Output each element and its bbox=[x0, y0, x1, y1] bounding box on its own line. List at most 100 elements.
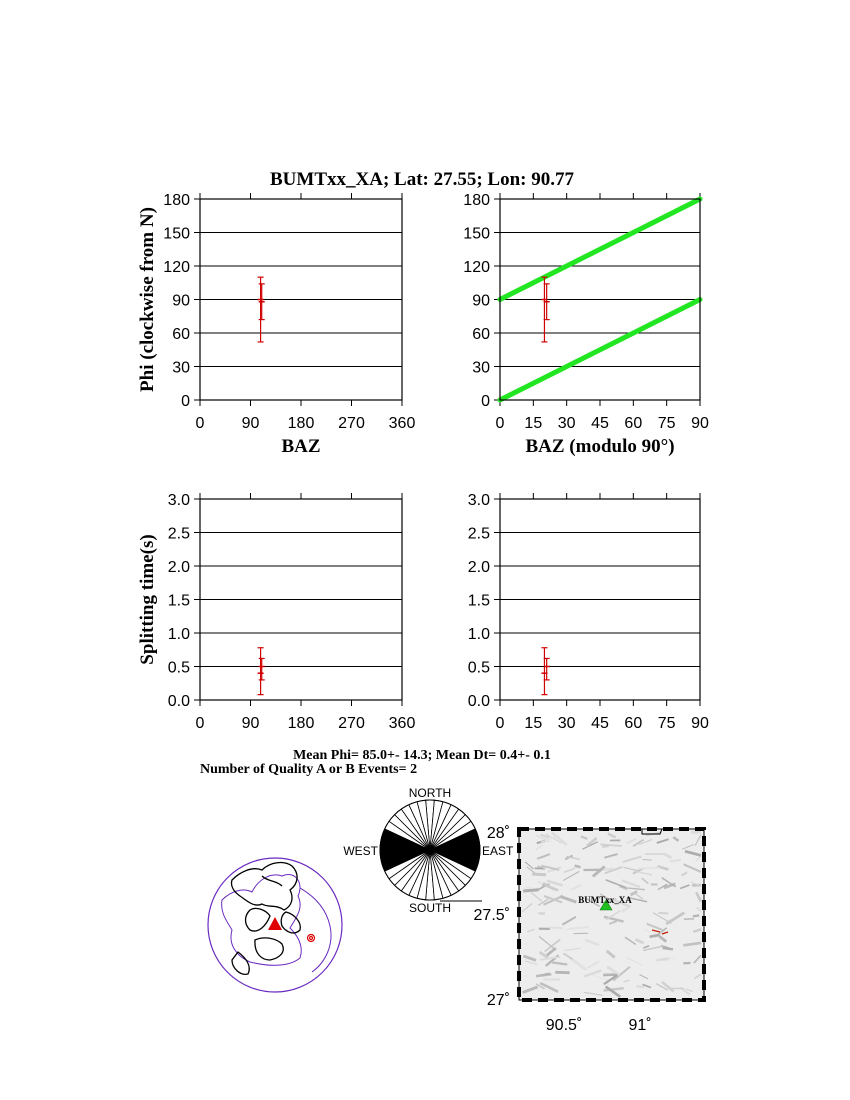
relief-stroke bbox=[612, 898, 631, 908]
relief-stroke bbox=[693, 973, 702, 980]
relief-stroke bbox=[532, 872, 547, 877]
x-tick-label: 75 bbox=[658, 415, 676, 432]
y-tick-label: 0 bbox=[481, 393, 490, 410]
relief-stroke bbox=[542, 882, 555, 891]
relief-stroke bbox=[522, 985, 539, 994]
relief-stroke bbox=[605, 949, 616, 959]
y-tick-label: 60 bbox=[472, 326, 490, 343]
plot-frame bbox=[199, 498, 403, 701]
relief-stroke bbox=[605, 910, 621, 921]
relief-stroke bbox=[603, 987, 624, 992]
relief-stroke bbox=[672, 836, 680, 842]
relief-stroke bbox=[655, 983, 668, 991]
plot-frame bbox=[199, 198, 403, 401]
lon-tick-91: 91˚ bbox=[628, 1017, 651, 1034]
relief-stroke bbox=[665, 911, 686, 926]
regional-map: BUMTxx_XA 28˚ 27.5˚ 27˚ 90.5˚ 91˚ bbox=[474, 825, 706, 1034]
relief-stroke bbox=[663, 882, 676, 890]
relief-stroke bbox=[561, 915, 577, 926]
y-tick-label: 180 bbox=[463, 192, 490, 209]
relief-stroke bbox=[538, 911, 546, 915]
relief-stroke bbox=[680, 871, 688, 877]
relief-stroke bbox=[604, 853, 618, 859]
relief-stroke bbox=[523, 954, 537, 962]
rose-label-north: NORTH bbox=[409, 786, 451, 800]
rose-label-south: SOUTH bbox=[409, 901, 451, 915]
relief-stroke bbox=[539, 972, 550, 977]
relief-stroke bbox=[537, 898, 549, 906]
relief-stroke bbox=[584, 938, 600, 947]
y-tick-label: 2.5 bbox=[168, 526, 190, 543]
plot-frame bbox=[499, 498, 701, 701]
relief-stroke bbox=[550, 831, 568, 846]
map-frame-inner bbox=[518, 828, 705, 1001]
station-label: BUMTxx_XA bbox=[578, 895, 632, 905]
globe-map bbox=[207, 857, 343, 993]
relief-stroke bbox=[536, 834, 550, 843]
relief-stroke bbox=[585, 897, 601, 908]
y-tick-label: 3.0 bbox=[468, 492, 490, 509]
relief-stroke bbox=[646, 922, 664, 932]
x-tick-label: 90 bbox=[691, 415, 709, 432]
relief-stroke bbox=[695, 891, 703, 903]
y-axis-label: Phi (clockwise from N) bbox=[137, 207, 158, 392]
x-tick-label: 75 bbox=[658, 715, 676, 732]
globe-plate-boundaries bbox=[221, 874, 332, 973]
relief-stroke bbox=[603, 915, 624, 923]
y-tick-label: 180 bbox=[163, 192, 190, 209]
x-tick-label: 360 bbox=[389, 715, 416, 732]
relief-stroke bbox=[524, 960, 538, 966]
relief-stroke bbox=[574, 864, 581, 869]
x-tick-label: 360 bbox=[389, 415, 416, 432]
relief-stroke bbox=[626, 837, 637, 844]
relief-stroke bbox=[622, 855, 642, 864]
x-tick-label: 0 bbox=[496, 415, 505, 432]
y-tick-label: 2.0 bbox=[168, 559, 190, 576]
relief-stroke bbox=[685, 988, 693, 993]
relief-stroke bbox=[552, 961, 568, 966]
plot-dt-vs-baz-mod90: 0.0 0.5 1.0 1.5 2.0 2.5 3.0 0 15 30 45 60 75 90 bbox=[468, 492, 709, 732]
relief-stroke bbox=[599, 893, 614, 903]
globe-coastlines bbox=[230, 861, 301, 975]
relief-stroke bbox=[540, 854, 549, 859]
relief-stroke bbox=[563, 867, 576, 874]
relief-stroke bbox=[530, 892, 543, 902]
relief-stroke bbox=[570, 883, 582, 891]
relief-stroke bbox=[603, 867, 614, 871]
relief-stroke bbox=[538, 936, 557, 951]
x-axis-label: BAZ (modulo 90°) bbox=[525, 436, 674, 457]
relief-stroke bbox=[603, 974, 619, 986]
lon-tick-90-5: 90.5˚ bbox=[546, 1017, 582, 1034]
relief-stroke bbox=[658, 911, 669, 915]
x-tick-label: 180 bbox=[288, 415, 315, 432]
relief-stroke bbox=[692, 928, 702, 933]
y-tick-label: 150 bbox=[163, 226, 190, 243]
relief-stroke bbox=[629, 890, 638, 897]
relief-stroke bbox=[642, 983, 652, 989]
relief-stroke bbox=[583, 969, 602, 978]
relief-stroke bbox=[524, 861, 534, 870]
x-tick-label: 60 bbox=[624, 415, 642, 432]
y-tick-label: 30 bbox=[172, 360, 190, 377]
relief-stroke bbox=[605, 879, 626, 889]
y-tick-label: 60 bbox=[172, 326, 190, 343]
relief-stroke bbox=[523, 888, 539, 893]
y-tick-label: 1.5 bbox=[168, 593, 190, 610]
x-tick-label: 90 bbox=[242, 715, 260, 732]
relief-stroke bbox=[636, 984, 645, 989]
y-tick-label: 0.0 bbox=[468, 693, 490, 710]
rose-outline bbox=[379, 799, 481, 901]
y-tick-label: 90 bbox=[172, 293, 190, 310]
relief-stroke bbox=[693, 954, 702, 964]
relief-stroke bbox=[625, 887, 645, 891]
relief-stroke bbox=[629, 897, 648, 903]
relief-stroke bbox=[543, 895, 563, 904]
y-tick-label: 90 bbox=[472, 293, 490, 310]
relief-stroke bbox=[624, 936, 637, 945]
x-tick-label: 0 bbox=[196, 715, 205, 732]
relief-stroke bbox=[592, 974, 610, 981]
y-tick-label: 0 bbox=[181, 393, 190, 410]
relief-stroke bbox=[591, 865, 606, 878]
y-tick-label: 2.0 bbox=[468, 559, 490, 576]
relief-stroke bbox=[694, 834, 702, 846]
